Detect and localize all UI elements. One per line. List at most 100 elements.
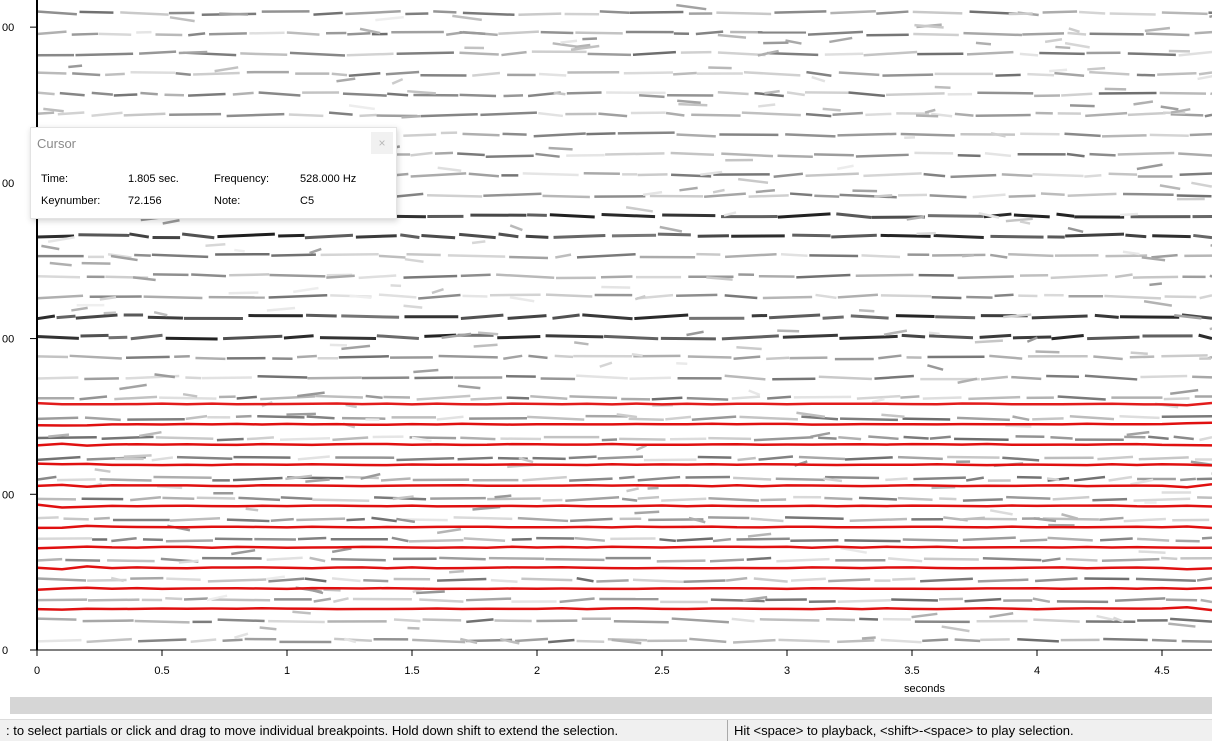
partial-fragment <box>310 249 322 253</box>
partial-fragment <box>1053 497 1090 499</box>
partial-fragment <box>515 639 548 641</box>
partial-fragment <box>504 95 524 96</box>
partial-fragment <box>826 619 855 620</box>
partial-fragment <box>205 244 225 246</box>
partial-fragment <box>582 39 597 40</box>
partial-fragment <box>696 254 720 255</box>
partial-fragment <box>72 73 100 75</box>
close-icon[interactable]: × <box>371 132 393 154</box>
partial-fragment <box>1177 196 1212 197</box>
partial-fragment <box>405 259 424 262</box>
note-value: C5 <box>300 195 314 207</box>
partial-fragment <box>1115 275 1132 278</box>
partial-fragment <box>688 356 732 357</box>
partial-fragment <box>1191 183 1211 187</box>
partial-fragment <box>1133 101 1152 104</box>
partial-fragment <box>618 133 675 134</box>
partial-fragment <box>377 336 419 339</box>
partial-fragment <box>838 600 891 601</box>
selected-partial <box>37 505 1212 508</box>
partial-fragment <box>710 560 744 562</box>
cursor-window-title-bar[interactable]: Cursor × <box>31 128 396 159</box>
partial-fragment <box>37 418 78 419</box>
partial-fragment <box>229 274 269 275</box>
partial-fragment <box>980 335 1012 337</box>
partial-fragment <box>1105 256 1147 257</box>
partial-fragment <box>401 116 420 117</box>
partial-fragment <box>499 234 519 237</box>
partial-fragment <box>37 32 67 34</box>
partial-fragment <box>837 640 874 641</box>
partial-fragment <box>57 479 96 480</box>
partial-fragment <box>1200 295 1212 298</box>
partial-fragment <box>1065 234 1124 236</box>
partial-fragment <box>862 255 901 257</box>
partial-fragment <box>684 580 726 581</box>
partial-fragment <box>769 315 820 318</box>
partial-fragment <box>733 478 771 480</box>
partial-fragment <box>632 354 643 355</box>
keynumber-value: 72.156 <box>128 195 162 207</box>
partial-fragment <box>249 33 284 34</box>
partial-fragment <box>107 560 155 561</box>
partial-fragment <box>722 336 779 339</box>
partial-fragment <box>1033 174 1084 176</box>
partial-fragment <box>37 113 54 114</box>
partial-fragment <box>43 109 63 111</box>
partial-fragment <box>659 539 675 541</box>
partial-fragment <box>286 414 315 415</box>
partial-fragment <box>819 377 872 379</box>
partial-fragment <box>356 236 397 237</box>
partial-fragment <box>72 34 98 35</box>
partial-fragment <box>37 437 97 438</box>
partial-fragment <box>903 540 958 541</box>
partial-fragment <box>1027 74 1054 75</box>
partial-fragment <box>1067 154 1085 156</box>
partial-fragment <box>179 52 207 53</box>
partial-fragment <box>437 579 486 581</box>
partial-fragment <box>509 257 548 258</box>
partial-fragment <box>1103 639 1148 640</box>
partial-fragment <box>432 289 444 293</box>
partial-fragment <box>916 116 938 117</box>
partial-fragment <box>448 255 505 256</box>
partial-fragment <box>732 397 760 399</box>
partial-fragment <box>885 479 907 480</box>
partial-fragment <box>1146 34 1189 35</box>
partial-fragment <box>1090 34 1144 35</box>
partial-fragment <box>774 174 803 177</box>
partial-fragment <box>1055 47 1070 48</box>
partial-fragment <box>1085 376 1137 380</box>
partial-fragment <box>267 558 303 560</box>
partial-fragment <box>57 316 76 318</box>
partial-fragment <box>692 417 736 420</box>
partial-fragment <box>37 73 66 74</box>
partial-fragment <box>363 580 388 581</box>
partial-fragment <box>80 12 114 13</box>
partial-fragment <box>1199 335 1212 338</box>
partial-fragment <box>844 540 900 541</box>
status-instructions: : to select partials or click and drag t… <box>6 723 724 738</box>
partial-fragment <box>267 308 295 311</box>
partial-fragment <box>412 640 465 642</box>
partial-fragment <box>600 11 630 12</box>
partial-fragment <box>218 620 265 621</box>
horizontal-scrollbar[interactable] <box>10 697 1212 714</box>
partial-fragment <box>896 316 935 317</box>
partial-fragment <box>724 212 736 215</box>
partial-fragment <box>37 619 76 620</box>
partial-fragment <box>939 499 956 500</box>
partial-fragment <box>209 33 247 34</box>
partial-fragment <box>886 93 945 94</box>
partial-fragment <box>305 579 326 582</box>
partial-fragment <box>954 439 1009 440</box>
partial-fragment <box>718 35 746 38</box>
frequency-label: Frequency: <box>214 173 269 185</box>
partial-fragment <box>787 92 805 95</box>
partial-fragment <box>1009 196 1036 197</box>
partial-fragment <box>1128 113 1166 115</box>
partial-fragment <box>634 512 659 513</box>
partial-fragment <box>783 335 838 337</box>
